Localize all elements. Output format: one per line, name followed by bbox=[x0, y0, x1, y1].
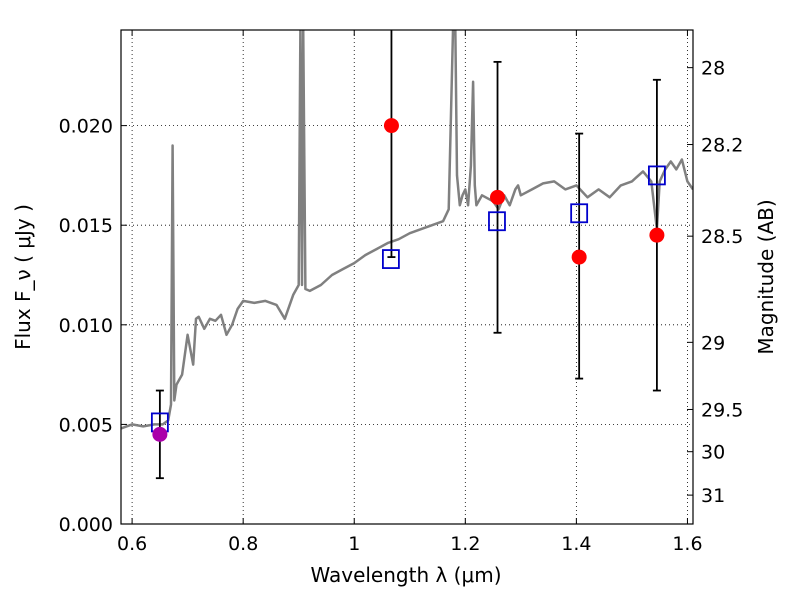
y2-tick-label: 28 bbox=[701, 58, 725, 80]
grid bbox=[121, 30, 693, 524]
y-tick-label: 0.000 bbox=[59, 514, 113, 536]
y-axis-label: Flux F_ν ( μJy ) bbox=[11, 204, 35, 350]
plot-frame bbox=[120, 29, 694, 525]
x-tick-label: 1 bbox=[348, 533, 360, 555]
x-axis-label: Wavelength λ (μm) bbox=[310, 563, 501, 587]
model-spectrum-line bbox=[121, 30, 693, 430]
y2-tick-label: 28.5 bbox=[701, 226, 743, 248]
synthetic-flux-square bbox=[381, 249, 400, 269]
x-tick-label: 1.6 bbox=[672, 533, 702, 555]
observed-flux-point bbox=[490, 189, 506, 205]
x-tick-label: 1.2 bbox=[450, 533, 480, 555]
y2-axis-label: Magnitude (AB) bbox=[754, 199, 778, 354]
observed-flux-point bbox=[152, 426, 168, 442]
synthetic-flux-square bbox=[488, 211, 506, 232]
y-tick-label: 0.005 bbox=[59, 414, 113, 436]
x-tick-label: 1.4 bbox=[561, 533, 591, 555]
y2-tick-label: 28.2 bbox=[701, 135, 743, 157]
y2-tick-label: 31 bbox=[701, 485, 725, 507]
y2-tick-label: 29 bbox=[701, 332, 725, 354]
synthetic-flux-square bbox=[570, 203, 589, 224]
ticks: 0.6 0.8 1 1.2 1.4 1.6 0.000 0.005 0.010 0.015 0.02… bbox=[59, 30, 743, 555]
y2-tick-label: 30 bbox=[701, 442, 725, 464]
data-layer bbox=[121, 30, 693, 480]
x-tick-label: 0.8 bbox=[228, 533, 258, 555]
y-tick-label: 0.020 bbox=[59, 116, 113, 138]
y-tick-label: 0.010 bbox=[59, 315, 113, 337]
x-tick-label: 0.6 bbox=[117, 533, 147, 555]
observed-flux-point bbox=[649, 227, 665, 243]
y2-tick-label: 29.5 bbox=[701, 399, 743, 421]
observed-flux-point bbox=[571, 249, 587, 265]
synthetic-flux-square bbox=[648, 165, 666, 186]
observed-flux-point bbox=[383, 118, 399, 134]
y-tick-label: 0.015 bbox=[59, 215, 113, 237]
